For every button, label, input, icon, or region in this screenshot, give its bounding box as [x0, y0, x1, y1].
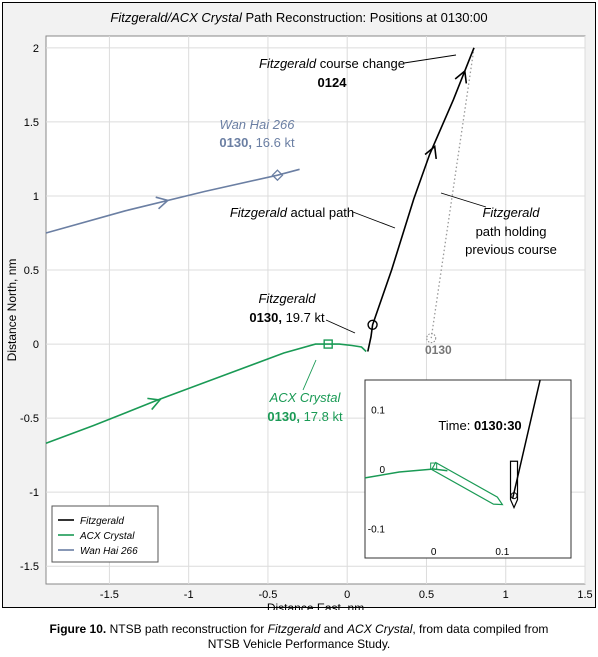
acx-position-label: ACX Crystal — [269, 390, 342, 405]
legend-label: Fitzgerald — [80, 516, 124, 527]
x-axis-label: Distance East, nm — [267, 601, 364, 610]
chart: Fitzgerald/ACX Crystal Path Reconstructi… — [5, 10, 593, 610]
fitzgerald-course-change-arrow — [454, 69, 468, 84]
caption-italic-acx: ACX Crystal — [347, 622, 413, 636]
y-tick-label: -1.5 — [20, 561, 39, 573]
fitzgerald-time-speed: 0130, 19.7 kt — [249, 310, 325, 325]
acx-direction-arrow — [147, 397, 162, 411]
inset-y-tick-label: 0 — [379, 465, 385, 476]
inset-fitzgerald-marker — [510, 492, 518, 500]
caption-text: , from data compiled from — [412, 622, 549, 636]
x-tick-label: -0.5 — [258, 589, 277, 601]
series-line-wan-hai-266 — [45, 168, 300, 234]
y-tick-label: 0 — [33, 339, 39, 351]
ghost-time-label: 0130 — [425, 343, 452, 357]
position-marker-circle — [367, 319, 378, 331]
inset-y-tick-label: 0.1 — [371, 406, 385, 417]
fitzgerald-position-leader — [325, 319, 356, 334]
acx-position-leader — [302, 359, 317, 391]
legend: Fitzgerald ACX Crystal Wan Hai 266 — [51, 505, 159, 563]
x-tick-label: -1.5 — [100, 589, 119, 601]
caption-line2: NTSB Vehicle Performance Study. — [207, 637, 391, 651]
legend-box — [51, 505, 159, 563]
position-marker-diamond — [271, 169, 284, 182]
caption-label: Figure 10. — [49, 622, 107, 636]
inset-acx-path — [364, 468, 448, 479]
inset-x-tick-label: 0 — [431, 547, 437, 558]
legend-label: ACX Crystal — [79, 531, 135, 542]
course-change-leader — [403, 54, 457, 64]
inset-chart: 0 0.1 0.1 0 -0.1 Time: 0130:30 — [364, 379, 572, 559]
wanhai-direction-arrow — [155, 196, 170, 210]
inset-fitzgerald-path — [511, 379, 541, 499]
x-tick-label: 0.5 — [419, 589, 434, 601]
holding-label-line3: previous course — [465, 242, 557, 257]
figure-caption: Figure 10. NTSB path reconstruction for … — [0, 622, 598, 652]
y-tick-label: 1 — [33, 191, 39, 203]
caption-text: NTSB path reconstruction for — [106, 622, 268, 636]
actual-path-leader — [352, 211, 396, 229]
wanhai-time-speed: 0130, 16.6 kt — [219, 135, 295, 150]
inset-background — [364, 379, 572, 559]
dotted-path-previous-course — [430, 47, 475, 339]
ghost-position-marker — [426, 333, 437, 344]
y-tick-label: 2 — [33, 43, 39, 55]
inset-acx-marker — [430, 462, 438, 470]
y-axis-label: Distance North, nm — [5, 259, 19, 362]
legend-label: Wan Hai 266 — [80, 546, 138, 557]
series-line-fitzgerald — [367, 47, 475, 352]
acx-time-speed: 0130, 17.8 kt — [267, 409, 343, 424]
caption-text: and — [320, 622, 348, 636]
y-tick-label: -0.5 — [20, 413, 39, 425]
course-change-label: Fitzgerald course change — [259, 56, 405, 71]
fitzgerald-position-label: Fitzgerald — [258, 291, 316, 306]
y-tick-label: -1 — [29, 487, 39, 499]
chart-title: Fitzgerald/ACX Crystal Path Reconstructi… — [110, 10, 487, 25]
inset-x-tick-label: 0.1 — [495, 547, 509, 558]
inset-y-tick-label: -0.1 — [368, 524, 386, 535]
holding-label-name: Fitzgerald — [482, 205, 540, 220]
fitzgerald-direction-arrow — [424, 144, 437, 160]
actual-path-label: Fitzgerald actual path — [230, 205, 354, 220]
y-tick-label: 1.5 — [24, 117, 39, 129]
caption-italic-fitzgerald: Fitzgerald — [267, 622, 321, 636]
series-line-acx-crystal — [45, 343, 367, 445]
course-change-time: 0124 — [318, 75, 348, 90]
inset-fitzgerald-hull — [509, 460, 519, 510]
x-tick-label: 1.5 — [577, 589, 592, 601]
y-tick-label: 0.5 — [24, 265, 39, 277]
x-tick-label: 1 — [503, 589, 509, 601]
holding-label-line2: path holding — [476, 224, 547, 239]
holding-leader — [440, 192, 487, 208]
inset-time-label: Time: 0130:30 — [438, 418, 521, 433]
inset-acx-hull — [430, 461, 504, 506]
plot-area: -1.5 -1 -0.5 0 0.5 1 1.5 -1.5 -1 -0.5 0 0.5 1 1.5 2 Dis… — [5, 35, 593, 610]
x-tick-label: -1 — [184, 589, 194, 601]
x-tick-label: 0 — [344, 589, 350, 601]
wanhai-label: Wan Hai 266 — [220, 117, 296, 132]
position-marker-square — [323, 339, 333, 349]
